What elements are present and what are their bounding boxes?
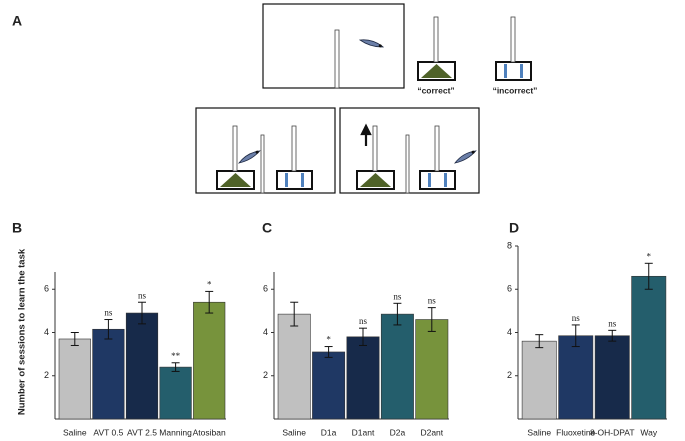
y-tick-label: 2 bbox=[263, 370, 268, 380]
bar bbox=[277, 313, 311, 420]
y-tick-label: 6 bbox=[44, 284, 49, 294]
significance: ns bbox=[572, 313, 581, 323]
y-axis-label: Number of sessions to learn the task bbox=[17, 248, 28, 415]
y-tick-label: 4 bbox=[507, 327, 512, 337]
bar bbox=[159, 366, 192, 420]
bar bbox=[415, 319, 449, 420]
significance: ns bbox=[138, 290, 147, 300]
bar bbox=[92, 328, 125, 420]
x-tick-label: Manning bbox=[159, 427, 192, 437]
bar bbox=[312, 351, 346, 420]
y-tick-label: 8 bbox=[507, 240, 512, 250]
x-tick-label: D1ant bbox=[352, 427, 375, 437]
significance: ns bbox=[359, 316, 368, 326]
panel-label: D bbox=[509, 220, 519, 236]
bar bbox=[125, 312, 159, 420]
significance: * bbox=[647, 251, 652, 261]
bar bbox=[558, 335, 594, 420]
x-tick-label: Fluoxetine bbox=[556, 427, 595, 437]
significance: ns bbox=[104, 308, 113, 318]
x-tick-label: D2ant bbox=[420, 427, 443, 437]
bar bbox=[521, 340, 557, 420]
panel-label: B bbox=[12, 220, 22, 236]
x-tick-label: 8-OH-DPAT bbox=[590, 427, 635, 437]
diagram-label: “correct” bbox=[417, 85, 454, 95]
y-tick-label: 4 bbox=[44, 327, 49, 337]
bar bbox=[631, 275, 667, 420]
x-tick-label: D1a bbox=[321, 427, 337, 437]
diagram-label: “incorrect” bbox=[493, 85, 538, 95]
significance: ns bbox=[608, 318, 617, 328]
bar bbox=[594, 335, 630, 420]
x-tick-label: Atosiban bbox=[193, 427, 226, 437]
y-tick-label: 2 bbox=[507, 370, 512, 380]
x-tick-label: Saline bbox=[282, 427, 306, 437]
significance: ns bbox=[428, 296, 437, 306]
y-tick-label: 6 bbox=[263, 284, 268, 294]
x-tick-label: AVT 2.5 bbox=[127, 427, 157, 437]
bar bbox=[346, 336, 380, 420]
y-tick-label: 2 bbox=[44, 370, 49, 380]
y-tick-label: 4 bbox=[263, 327, 268, 337]
significance: ns bbox=[393, 291, 402, 301]
x-tick-label: AVT 0.5 bbox=[93, 427, 123, 437]
x-tick-label: D2a bbox=[390, 427, 406, 437]
bar bbox=[193, 301, 226, 420]
x-tick-label: Saline bbox=[63, 427, 87, 437]
diagram bbox=[195, 3, 532, 194]
significance: ** bbox=[171, 351, 181, 361]
y-tick-label: 6 bbox=[507, 284, 512, 294]
x-tick-label: Way bbox=[640, 427, 657, 437]
panel-label: C bbox=[262, 220, 272, 236]
significance: * bbox=[207, 279, 212, 289]
x-tick-label: Saline bbox=[527, 427, 551, 437]
significance: * bbox=[326, 335, 331, 345]
bar bbox=[380, 313, 414, 420]
bar bbox=[58, 338, 91, 420]
panel-label: A bbox=[12, 13, 22, 29]
